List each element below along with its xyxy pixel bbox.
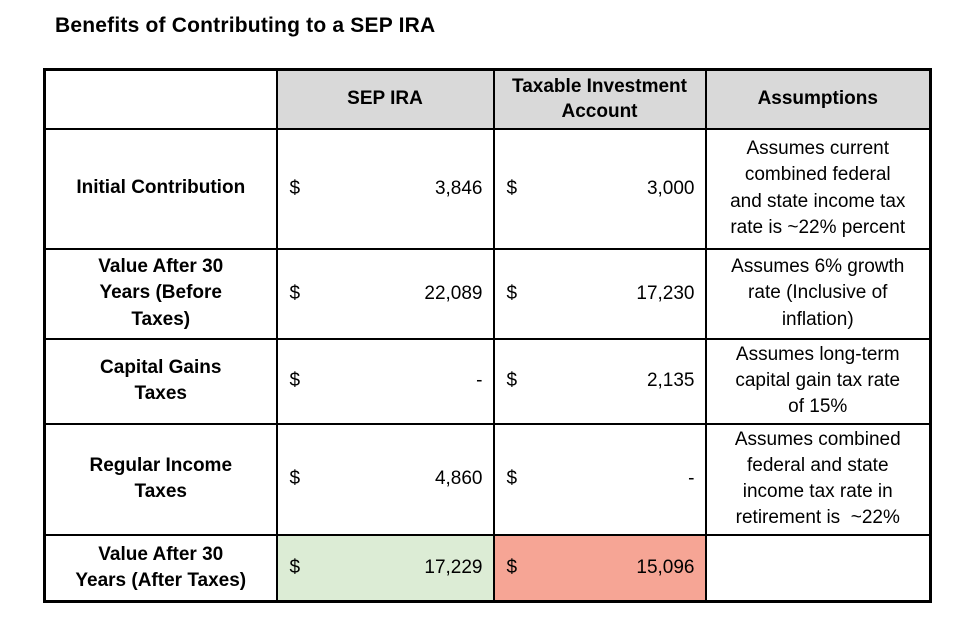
- assumption-retirement-tax-rate: Assumes combined federal and state incom…: [704, 422, 932, 536]
- sep-ira-capital-gains-cell: $ -: [275, 337, 495, 425]
- amount: -: [688, 468, 695, 489]
- amount: 3,000: [646, 177, 695, 199]
- table-header-row: SEP IRA Taxable Investment Account Assum…: [43, 68, 932, 130]
- currency-symbol: $: [506, 370, 518, 391]
- currency-symbol: $: [289, 177, 301, 199]
- amount: 17,230: [636, 282, 695, 304]
- sep-ira-comparison-table: SEP IRA Taxable Investment Account Assum…: [43, 68, 932, 603]
- header-sep-ira: SEP IRA: [275, 68, 495, 130]
- taxable-capital-gains-cell: $ 2,135: [492, 337, 707, 425]
- header-blank-cell: [43, 68, 278, 130]
- currency-symbol: $: [289, 282, 301, 304]
- sep-ira-after-tax-cell: $ 17,229: [275, 533, 495, 603]
- row-label-value-before-taxes: Value After 30 Years (Before Taxes): [43, 247, 278, 340]
- currency-symbol: $: [506, 468, 518, 489]
- header-assumptions: Assumptions: [704, 68, 932, 130]
- amount: 3,846: [434, 177, 483, 199]
- table-row: Value After 30 Years (Before Taxes) $ 22…: [43, 247, 932, 340]
- assumption-growth-rate: Assumes 6% growth rate (Inclusive of inf…: [704, 247, 932, 340]
- taxable-after-tax-cell: $ 15,096: [492, 533, 707, 603]
- header-taxable-account: Taxable Investment Account: [492, 68, 707, 130]
- sep-ira-before-tax-cell: $ 22,089: [275, 247, 495, 340]
- row-label-capital-gains-taxes: Capital Gains Taxes: [43, 337, 278, 425]
- assumption-initial-contribution: Assumes current combined federal and sta…: [704, 127, 932, 250]
- currency-symbol: $: [506, 177, 518, 199]
- row-label-value-after-taxes: Value After 30 Years (After Taxes): [43, 533, 278, 603]
- taxable-income-tax-cell: $ -: [492, 422, 707, 536]
- currency-symbol: $: [506, 556, 518, 578]
- amount: 2,135: [646, 370, 695, 391]
- row-label-regular-income-taxes: Regular Income Taxes: [43, 422, 278, 536]
- assumption-capital-gains-rate: Assumes long-term capital gain tax rate …: [704, 337, 932, 425]
- taxable-before-tax-cell: $ 17,230: [492, 247, 707, 340]
- table-row: Regular Income Taxes $ 4,860 $ - Assumes…: [43, 422, 932, 536]
- assumption-empty-cell: [704, 533, 932, 603]
- sep-ira-initial-cell: $ 3,846: [275, 127, 495, 250]
- currency-symbol: $: [289, 370, 301, 391]
- sep-ira-income-tax-cell: $ 4,860: [275, 422, 495, 536]
- table-row: Capital Gains Taxes $ - $ 2,135 Assumes …: [43, 337, 932, 425]
- amount: 4,860: [434, 468, 483, 489]
- currency-symbol: $: [506, 282, 518, 304]
- amount: 17,229: [424, 556, 483, 578]
- amount: 22,089: [424, 282, 483, 304]
- amount: 15,096: [636, 556, 695, 578]
- currency-symbol: $: [289, 468, 301, 489]
- page-title: Benefits of Contributing to a SEP IRA: [55, 14, 436, 37]
- currency-symbol: $: [289, 556, 301, 578]
- table-row: Initial Contribution $ 3,846 $ 3,000 Ass…: [43, 127, 932, 250]
- taxable-initial-cell: $ 3,000: [492, 127, 707, 250]
- amount: -: [476, 370, 483, 391]
- row-label-initial-contribution: Initial Contribution: [43, 127, 278, 250]
- table-row: Value After 30 Years (After Taxes) $ 17,…: [43, 533, 932, 603]
